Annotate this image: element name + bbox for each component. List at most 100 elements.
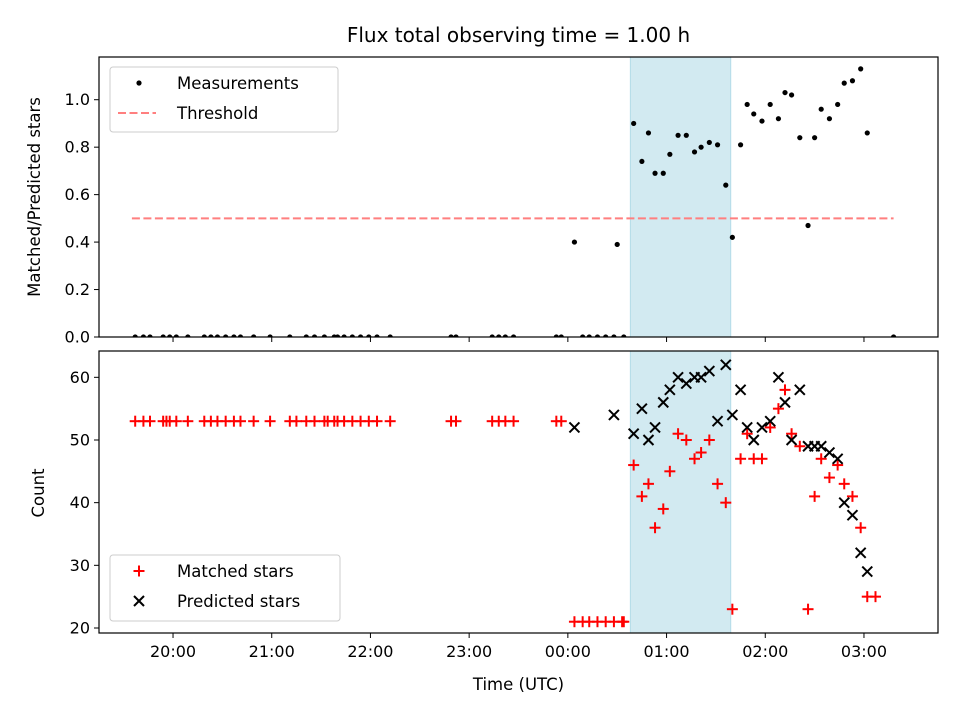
data-point [201,334,207,337]
legend-label-measurements: Measurements [177,74,299,93]
data-point [231,334,237,337]
legend-label-matched-stars: Matched stars [177,562,294,581]
data-point [855,522,867,534]
x-tick-label: 00:00 [545,642,591,661]
data-point [489,334,495,337]
data-point [823,472,835,484]
data-point [703,434,715,446]
data-point [756,453,768,465]
x-tick-label: 03:00 [841,642,887,661]
data-point [890,334,897,337]
data-point [788,92,795,98]
data-point [854,547,867,559]
data-point [756,421,768,434]
data-point [167,334,173,337]
data-point [858,66,864,72]
data-point [502,334,508,337]
data-point [720,359,732,371]
data-point [603,334,609,337]
data-point [759,118,765,124]
data-point [311,334,318,337]
data-point [764,415,776,427]
data-point [846,490,858,502]
data-point [864,130,870,136]
data-point [695,371,707,384]
data-point [510,334,517,337]
y-tick-label: 30 [70,556,90,575]
data-point [809,490,821,502]
y-tick-label: 0.4 [65,233,90,252]
x-tick-label: 01:00 [644,642,690,661]
data-point [741,421,753,434]
data-point [223,334,229,337]
data-point [453,334,459,337]
y-tick-label: 1.0 [65,90,90,109]
legend-swatch-predicted-stars [133,595,145,607]
data-point [846,509,859,521]
data-point [712,478,724,490]
data-point [248,415,260,427]
data-point [785,434,798,446]
data-point [734,384,747,396]
data-point [706,139,712,146]
y-tick-label: 0.6 [65,185,90,204]
data-point [775,116,782,122]
data-point [782,89,788,96]
top-plot-panel: 0.0 0.2 0.4 0.6 0.8 1.0 [65,56,939,347]
x-axis-label: Time (UTC) [472,675,564,694]
data-point [366,334,372,337]
data-point [649,522,661,534]
data-point [371,415,383,427]
data-point [237,334,244,337]
data-point [832,459,844,471]
axes-frame [98,350,939,634]
data-point [384,415,396,427]
data-point [173,334,179,337]
data-point [267,334,273,337]
data-point [786,428,798,440]
data-point [657,396,669,409]
shaded-interval [629,351,732,633]
data-point [450,415,462,427]
legend-box [109,554,341,622]
data-point [826,116,833,122]
data-point [321,334,327,337]
bottom-y-axis-label: Count [29,468,48,518]
top-y-axis-label: Matched/Predicted stars [25,97,44,297]
shaded-interval [629,57,732,337]
data-point [664,384,676,396]
plot-area [131,57,897,337]
data-point [691,149,698,155]
data-point [823,446,836,459]
data-point [621,334,627,337]
data-point [698,144,704,150]
series-predicted-stars [568,359,873,578]
chart-title: Flux total observing time = 1.00 h [347,23,690,47]
data-point [737,142,744,148]
data-point [711,415,724,427]
data-point [838,478,850,490]
data-point [287,334,293,337]
data-point [558,334,564,337]
top-legend: Measurements Threshold [109,66,339,133]
data-point [818,106,824,112]
data-point [649,421,661,434]
data-point [751,111,757,117]
data-point [618,616,630,628]
data-point [140,334,147,337]
data-point [695,447,707,459]
y-tick-label: 60 [70,368,90,387]
data-point [568,421,581,434]
plot-area [129,351,881,633]
data-point [652,170,658,176]
x-tick-label: 22:00 [347,642,393,661]
data-point [861,565,873,578]
data-point [614,241,620,248]
legend-box [109,66,339,133]
data-point [772,403,784,415]
data-point [496,334,502,337]
data-point [580,334,586,337]
data-point [797,135,803,141]
data-point [182,415,194,427]
